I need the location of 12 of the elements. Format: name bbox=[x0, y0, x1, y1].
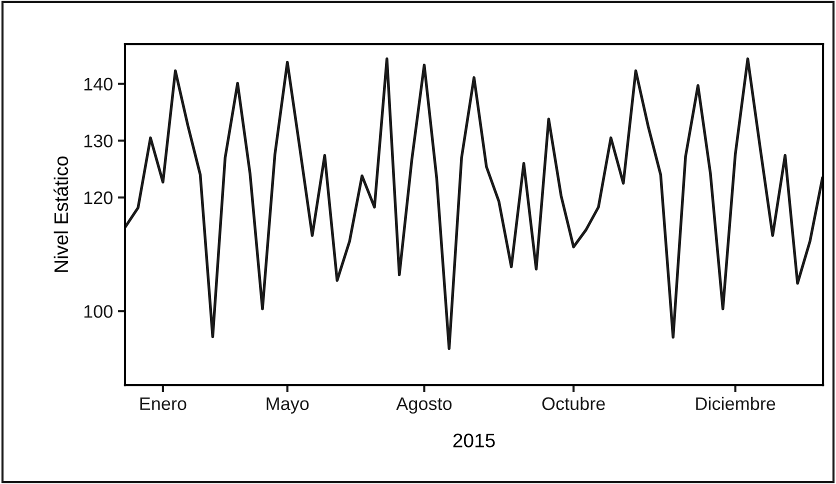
y-tick-label: 100 bbox=[84, 305, 112, 318]
x-tick-label: Enero bbox=[140, 397, 186, 410]
y-tick-label: 140 bbox=[84, 78, 112, 91]
x-axis-title: 2015 bbox=[453, 434, 495, 448]
x-tick-label: Agosto bbox=[396, 397, 452, 414]
y-tick-label: 120 bbox=[84, 191, 112, 204]
x-tick-label: Mayo bbox=[266, 397, 309, 414]
y-axis-title: Nivel Estático bbox=[54, 156, 68, 272]
y-tick-label: 130 bbox=[84, 134, 112, 148]
x-tick-label: Diciembre bbox=[696, 396, 776, 410]
line-series bbox=[124, 57, 824, 350]
x-tick-label: Octubre bbox=[542, 396, 605, 410]
